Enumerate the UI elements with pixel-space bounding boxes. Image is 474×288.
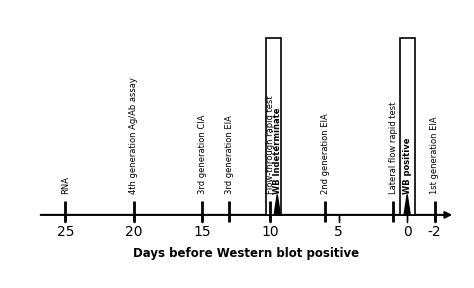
Text: Flow-through rapid test: Flow-through rapid test (266, 95, 275, 194)
Bar (400, 38, 415, 215)
Text: WB Indeterminate: WB Indeterminate (273, 107, 282, 194)
Polygon shape (274, 194, 280, 215)
Text: 1st generation EIA: 1st generation EIA (430, 116, 439, 194)
Bar (266, 38, 282, 215)
X-axis label: Days before Western blot positive: Days before Western blot positive (133, 247, 360, 260)
Text: RNA: RNA (61, 176, 70, 194)
Text: Lateral flow rapid test: Lateral flow rapid test (389, 101, 398, 194)
Text: 4th generation Ag/Ab assay: 4th generation Ag/Ab assay (129, 77, 138, 194)
Polygon shape (404, 194, 410, 215)
Text: 3rd generation EIA: 3rd generation EIA (225, 115, 234, 194)
Text: WB positive: WB positive (403, 137, 412, 194)
Text: 2nd generation EIA: 2nd generation EIA (320, 113, 329, 194)
Text: 3rd generation CIA: 3rd generation CIA (198, 114, 207, 194)
